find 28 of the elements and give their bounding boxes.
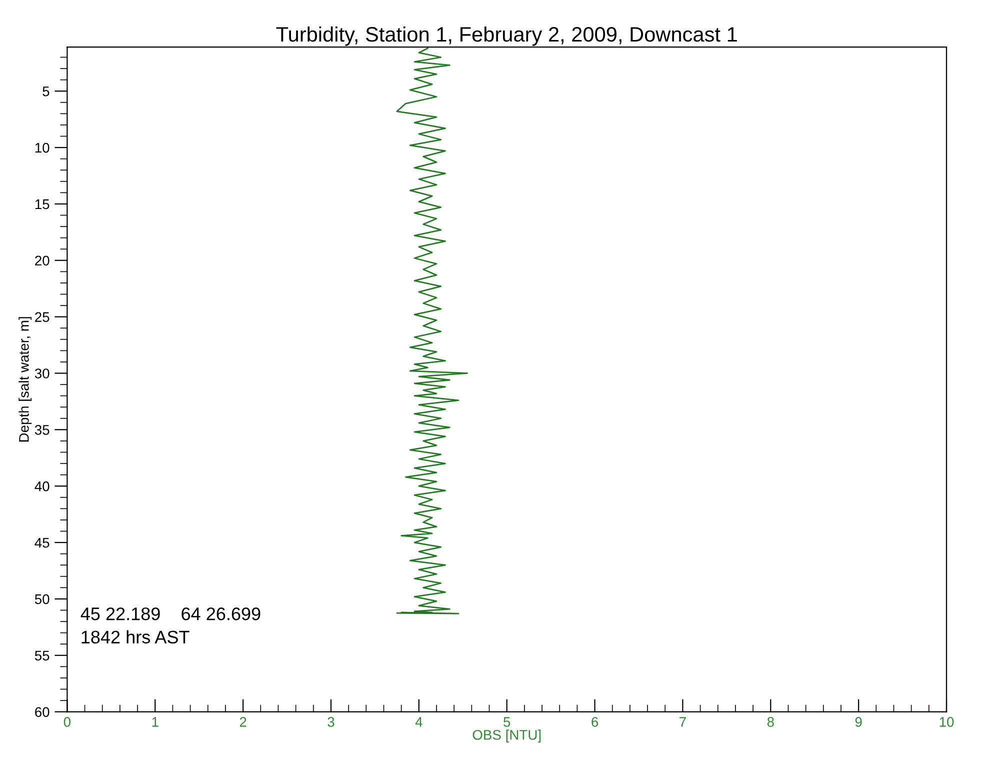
y-tick-label: 5 — [42, 86, 50, 96]
x-tick-label: 9 — [855, 717, 862, 727]
y-tick-label: 50 — [34, 594, 50, 604]
y-tick-label: 60 — [35, 707, 50, 717]
y-tick-label: 40 — [34, 481, 50, 492]
x-tick-label: 5 — [504, 717, 510, 727]
x-axis-title: OBS [NTU] — [472, 730, 541, 743]
y-tick-label: 45 — [34, 538, 50, 548]
x-tick-label: 0 — [64, 717, 71, 727]
y-tick-label: 20 — [35, 256, 50, 266]
y-tick-label: 30 — [34, 368, 50, 378]
y-tick-label: 25 — [35, 312, 50, 322]
x-tick-label: 4 — [415, 717, 422, 727]
y-tick-label: 15 — [35, 199, 50, 210]
x-tick-label: 3 — [328, 717, 334, 727]
x-tick-label: 6 — [592, 717, 598, 727]
x-tick-label: 7 — [680, 717, 686, 727]
y-tick-label: 35 — [34, 424, 50, 435]
y-tick-label: 55 — [34, 650, 50, 661]
annotation: 1842 hrs AST — [82, 630, 190, 644]
x-tick-label: 2 — [240, 717, 246, 727]
x-tick-label: 1 — [152, 717, 158, 727]
x-tick-label: 8 — [767, 717, 774, 727]
y-tick-label: 10 — [35, 142, 50, 153]
annotation: 45 22.189 64 26.699 — [80, 607, 260, 620]
chart-title: Turbidity, Station 1, February 2, 2009, Downcast 1 — [276, 26, 737, 46]
y-axis-title: Depth [salt water, m] — [18, 317, 32, 442]
x-tick-label: 10 — [940, 717, 954, 727]
